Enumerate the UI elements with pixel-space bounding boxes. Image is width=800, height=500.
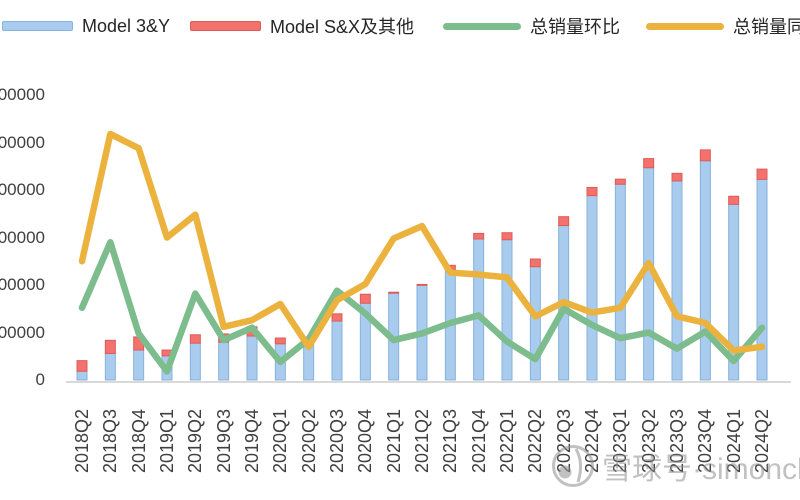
y-axis-tick-label: 500000 [0, 132, 45, 152]
bar-modelsx [699, 149, 711, 162]
x-axis-tick-label: 2019Q1 [157, 408, 177, 473]
y-axis-tick-label: 0 [35, 370, 45, 389]
bar-model3y [699, 160, 711, 381]
x-axis-tick-label: 2020Q4 [355, 408, 376, 473]
bar-modelsx [529, 258, 541, 268]
bar-model3y [473, 238, 485, 381]
x-axis-tick-label: 2021Q1 [383, 408, 404, 473]
x-axis-tick-label: 2021Q4 [468, 408, 489, 473]
legend-label-yoy: 总销量同比 [733, 17, 800, 37]
x-axis-tick-label: 2019Q2 [185, 408, 206, 473]
legend-label-model3y: Model 3&Y [82, 15, 171, 36]
x-axis-tick-label: 2022Q2 [525, 408, 546, 473]
legend-label-modelsx: Model S&X及其他 [270, 17, 415, 37]
bar-modelsx [728, 195, 740, 205]
bar-modelsx [274, 337, 286, 345]
y-axis-tick-label: 300000 [0, 227, 45, 247]
y-axis-tick-label: 600000 [0, 85, 45, 104]
y-axis-tick-label: 100000 [0, 322, 45, 342]
bar-model3y [133, 349, 145, 381]
legend-item-qoq: 总销量环比 [443, 16, 620, 37]
y-axis-tick-label: 200000 [0, 275, 45, 294]
bar-model3y [76, 370, 88, 381]
x-axis-tick-label: 2022Q1 [497, 408, 517, 473]
bar-modelsx [501, 232, 513, 241]
x-axis-tick-label: 2018Q4 [128, 408, 149, 473]
bar-modelsx [104, 339, 116, 354]
legend-item-yoy: 总销量同比 [646, 16, 800, 37]
x-axis-tick-label: 2018Q3 [100, 408, 121, 473]
bar-modelsx [331, 313, 343, 322]
bar-model3y [104, 352, 116, 381]
x-axis-tick-label: 2020Q1 [270, 408, 291, 473]
x-axis-tick-label: 2019Q3 [213, 408, 234, 473]
x-axis-tick-label: 2020Q2 [298, 408, 319, 473]
bar-modelsx [558, 216, 570, 227]
bar-modelsx [189, 334, 201, 344]
bar-modelsx [643, 158, 655, 169]
xueqiu-logo-icon [552, 445, 594, 487]
bar-modelsx [586, 186, 598, 197]
x-axis-tick-label: 2021Q2 [412, 408, 432, 473]
bar-modelsx [614, 178, 626, 185]
bar-model3y [614, 183, 626, 381]
bar-model3y [218, 341, 230, 381]
bar-model3y [246, 335, 258, 381]
x-axis-tick-label: 2019Q4 [242, 408, 262, 473]
bar-modelsx [671, 172, 683, 182]
legend-item-modelsx: Model S&X及其他 [190, 16, 415, 37]
legend-item-model3y: Model 3&Y [2, 16, 170, 36]
modelsx-swatch-icon [190, 21, 261, 31]
bar-model3y [529, 266, 541, 381]
bar-model3y [586, 195, 598, 381]
x-axis-tick-label: 2018Q2 [72, 408, 92, 473]
bar-modelsx [756, 168, 768, 180]
model3y-swatch-icon [2, 21, 73, 31]
bar-modelsx [388, 291, 400, 294]
bar-model3y [501, 239, 513, 381]
bar-modelsx [76, 360, 88, 372]
xueqiu-watermark: 雪球号·simonchilli [550, 443, 800, 489]
x-axis-tick-label: 2020Q3 [327, 408, 347, 473]
bar-modelsx [359, 293, 371, 304]
x-axis-tick-label: 2021Q3 [440, 408, 461, 473]
legend-label-qoq: 总销量环比 [530, 17, 620, 37]
yoy-line [78, 130, 766, 354]
y-axis-tick-label: 400000 [0, 180, 45, 199]
bar-model3y [189, 342, 201, 381]
qoq-line-swatch-icon [443, 22, 521, 30]
bar-modelsx [473, 232, 485, 240]
bar-model3y [331, 320, 343, 381]
watermark-text: 雪球号·simonchilli [602, 453, 800, 486]
bar-modelsx [416, 283, 428, 286]
qoq-line [78, 239, 766, 375]
yoy-line-swatch-icon [646, 22, 724, 30]
